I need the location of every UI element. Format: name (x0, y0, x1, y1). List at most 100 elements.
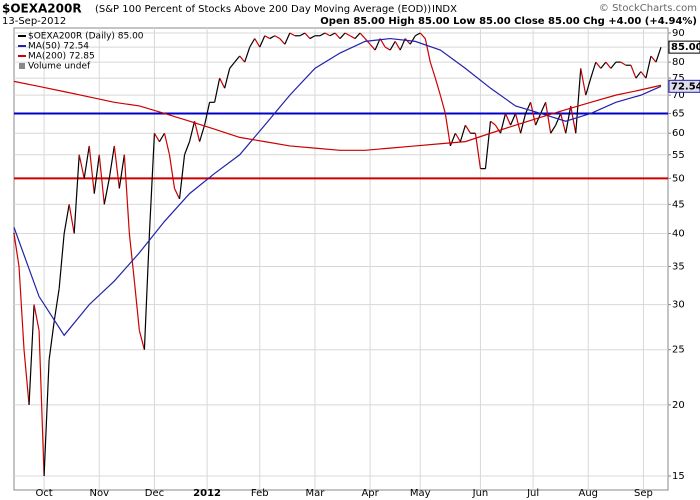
price-segment (103, 178, 110, 205)
price-segment (264, 35, 271, 40)
x-tick-label: Sep (634, 488, 653, 499)
price-segment (580, 68, 587, 96)
price-segment (224, 68, 231, 89)
price-segment (93, 154, 100, 194)
price-segment (138, 330, 145, 350)
price-segment (484, 121, 492, 169)
x-tick-label: Aug (579, 488, 599, 499)
price-segment (73, 154, 80, 234)
price-segment (188, 121, 196, 142)
price-segment (459, 124, 466, 142)
y-tick-label: 65 (672, 108, 685, 119)
exchange: INDX (432, 4, 457, 15)
price-segment (324, 32, 331, 37)
price-segment (133, 280, 140, 331)
price-segment (334, 32, 341, 39)
last-value-tag (668, 79, 700, 93)
price-segment (183, 141, 191, 155)
price-segment (404, 38, 411, 45)
price-segment (153, 132, 160, 142)
price-segment (565, 105, 572, 134)
x-tick-label: 2012 (193, 488, 221, 499)
x-tick-label: Oct (35, 488, 52, 499)
y-tick-label: 60 (672, 128, 685, 139)
y-tick-label: 35 (672, 262, 685, 273)
price-segment (259, 35, 266, 48)
price-segment (98, 154, 105, 205)
plot-frame (13, 27, 669, 491)
price-segment (219, 77, 226, 89)
chart-subtitle: (S&P 100 Percent of Stocks Above 200 Day… (95, 4, 431, 15)
price-segment (394, 41, 401, 51)
price-segment (409, 35, 416, 45)
price-segment (234, 55, 241, 63)
price-segment (33, 304, 40, 331)
price-segment (560, 113, 567, 134)
last-value-label: 72.54 (671, 81, 700, 92)
y-tick-label: 20 (672, 400, 685, 411)
price-segment (650, 55, 657, 63)
price-segment (490, 120, 496, 126)
y-tick-label: 50 (672, 173, 685, 184)
price-segment (309, 35, 316, 40)
price-segment (600, 61, 607, 69)
price-segment (429, 61, 436, 79)
price-segment (163, 133, 171, 155)
price-segment (304, 32, 311, 39)
price-segment (369, 43, 376, 51)
price-segment (53, 288, 60, 322)
price-segment (18, 266, 25, 350)
price-segment (168, 154, 176, 189)
price-segment (108, 145, 115, 179)
price-segment (239, 55, 246, 63)
price-segment (254, 38, 261, 48)
x-tick-label: Mar (305, 488, 325, 499)
y-tick-label: 70 (672, 90, 685, 101)
price-segment (575, 68, 582, 134)
x-tick-label: Jun (472, 488, 489, 499)
price-segment (464, 124, 471, 134)
price-segment (595, 61, 602, 69)
price-segment (289, 32, 296, 37)
price-segment (359, 32, 366, 39)
price-segment (449, 133, 456, 147)
y-tick-label: 45 (672, 199, 685, 210)
price-segment (279, 38, 286, 45)
price-segment (439, 94, 446, 114)
price-segment (590, 61, 597, 79)
price-segment (299, 32, 306, 37)
price-segment (229, 61, 236, 69)
price-segment (384, 46, 391, 51)
y-tick-label: 15 (672, 471, 685, 482)
y-tick-label: 40 (672, 228, 685, 239)
price-segment (118, 154, 125, 189)
price-segment (13, 233, 20, 267)
price-segment (198, 124, 206, 142)
price-segment (504, 113, 512, 126)
price-segment (148, 133, 156, 234)
price-segment (645, 55, 652, 79)
ma-line (13, 80, 662, 151)
price-segment (178, 154, 186, 200)
price-segment (434, 77, 441, 96)
price-segment (43, 359, 50, 477)
y-tick-label: 30 (672, 300, 685, 311)
price-segment (630, 65, 637, 79)
price-segment (88, 145, 95, 194)
price-segment (474, 133, 482, 169)
price-segment (193, 121, 201, 142)
price-segment (509, 113, 517, 126)
price-segment (605, 61, 612, 69)
chart-title: $OEXA200R (2, 2, 82, 16)
price-segment (83, 145, 90, 179)
price-segment (545, 102, 552, 134)
price-segment (63, 204, 70, 234)
price-segment (454, 132, 461, 142)
price-segment (640, 71, 647, 79)
legend-label: Volume undef (28, 62, 91, 72)
ma-line (13, 37, 662, 337)
price-segment (204, 102, 211, 126)
price-segment (58, 233, 65, 289)
price-segment (319, 32, 326, 37)
